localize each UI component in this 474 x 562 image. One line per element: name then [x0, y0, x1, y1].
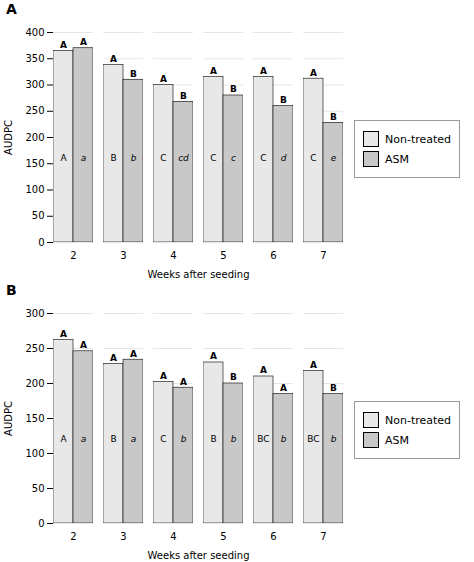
svg-text:A: A: [210, 351, 217, 361]
svg-text:7: 7: [320, 250, 326, 261]
svg-text:50: 50: [32, 210, 45, 221]
svg-text:A: A: [310, 68, 317, 78]
svg-text:7: 7: [320, 531, 326, 542]
html-text:B: B: [6, 282, 17, 298]
svg-text:2: 2: [70, 250, 76, 261]
svg-text:4: 4: [170, 531, 176, 542]
svg-text:4: 4: [170, 250, 176, 261]
html-text:Non-treated: Non-treated: [385, 132, 452, 146]
svg-text:100: 100: [25, 184, 44, 195]
svg-text:300: 300: [25, 308, 44, 319]
svg-text:B: B: [130, 69, 137, 79]
svg-text:A: A: [260, 66, 267, 76]
svg-text:b: b: [331, 434, 337, 444]
svg-text:b: b: [231, 434, 237, 444]
svg-text:A: A: [180, 377, 187, 387]
svg-text:Weeks after seeding: Weeks after seeding: [148, 550, 250, 561]
svg-text:A: A: [160, 74, 167, 84]
svg-text:6: 6: [270, 531, 276, 542]
html-text:A: A: [6, 1, 17, 17]
svg-text:C: C: [160, 153, 166, 163]
svg-text:A: A: [60, 153, 67, 163]
svg-text:A: A: [110, 353, 117, 363]
svg-text:a: a: [81, 434, 87, 444]
svg-text:b: b: [131, 153, 137, 163]
svg-text:cd: cd: [178, 153, 189, 163]
svg-text:B: B: [330, 383, 337, 393]
svg-text:A: A: [110, 54, 117, 64]
svg-text:A: A: [310, 360, 317, 370]
svg-text:C: C: [160, 434, 166, 444]
svg-text:A: A: [80, 340, 87, 350]
svg-text:BC: BC: [307, 434, 319, 444]
svg-text:150: 150: [25, 413, 44, 424]
svg-text:350: 350: [25, 53, 44, 64]
svg-text:2: 2: [70, 531, 76, 542]
svg-text:0: 0: [38, 518, 44, 529]
svg-text:c: c: [231, 153, 236, 163]
svg-text:3: 3: [120, 531, 126, 542]
svg-text:C: C: [310, 153, 316, 163]
svg-text:5: 5: [220, 531, 226, 542]
svg-text:50: 50: [32, 483, 45, 494]
svg-text:0: 0: [38, 237, 44, 248]
svg-text:B: B: [110, 434, 116, 444]
svg-text:Weeks after seeding: Weeks after seeding: [148, 269, 250, 280]
svg-text:200: 200: [25, 378, 44, 389]
svg-text:B: B: [230, 372, 237, 382]
svg-text:A: A: [80, 37, 87, 47]
svg-text:C: C: [260, 153, 266, 163]
html-text:Non-treated: Non-treated: [385, 413, 452, 427]
svg-text:A: A: [60, 40, 67, 50]
svg-text:B: B: [230, 84, 237, 94]
svg-text:200: 200: [25, 132, 44, 143]
svg-text:a: a: [81, 153, 87, 163]
svg-text:A: A: [280, 383, 287, 393]
svg-text:BC: BC: [257, 434, 269, 444]
svg-text:b: b: [281, 434, 287, 444]
svg-text:A: A: [210, 66, 217, 76]
html-text:ASM: ASM: [385, 152, 409, 166]
svg-text:e: e: [331, 153, 337, 163]
svg-text:C: C: [210, 153, 216, 163]
svg-text:b: b: [181, 434, 187, 444]
svg-text:400: 400: [25, 27, 44, 38]
html-text:ASM: ASM: [385, 433, 409, 447]
svg-text:A: A: [160, 371, 167, 381]
svg-text:5: 5: [220, 250, 226, 261]
svg-text:A: A: [60, 434, 67, 444]
svg-text:250: 250: [25, 343, 44, 354]
svg-text:A: A: [260, 365, 267, 375]
svg-text:AUDPC: AUDPC: [3, 401, 14, 436]
svg-text:B: B: [280, 95, 287, 105]
svg-text:a: a: [131, 434, 137, 444]
svg-text:d: d: [281, 153, 287, 163]
svg-text:B: B: [180, 91, 187, 101]
svg-text:B: B: [110, 153, 116, 163]
svg-text:6: 6: [270, 250, 276, 261]
svg-text:B: B: [210, 434, 216, 444]
svg-text:AUDPC: AUDPC: [3, 120, 14, 155]
svg-text:100: 100: [25, 448, 44, 459]
svg-text:300: 300: [25, 79, 44, 90]
svg-text:B: B: [330, 112, 337, 122]
svg-text:A: A: [130, 349, 137, 359]
svg-text:A: A: [60, 329, 67, 339]
svg-text:250: 250: [25, 105, 44, 116]
svg-text:150: 150: [25, 158, 44, 169]
svg-text:3: 3: [120, 250, 126, 261]
